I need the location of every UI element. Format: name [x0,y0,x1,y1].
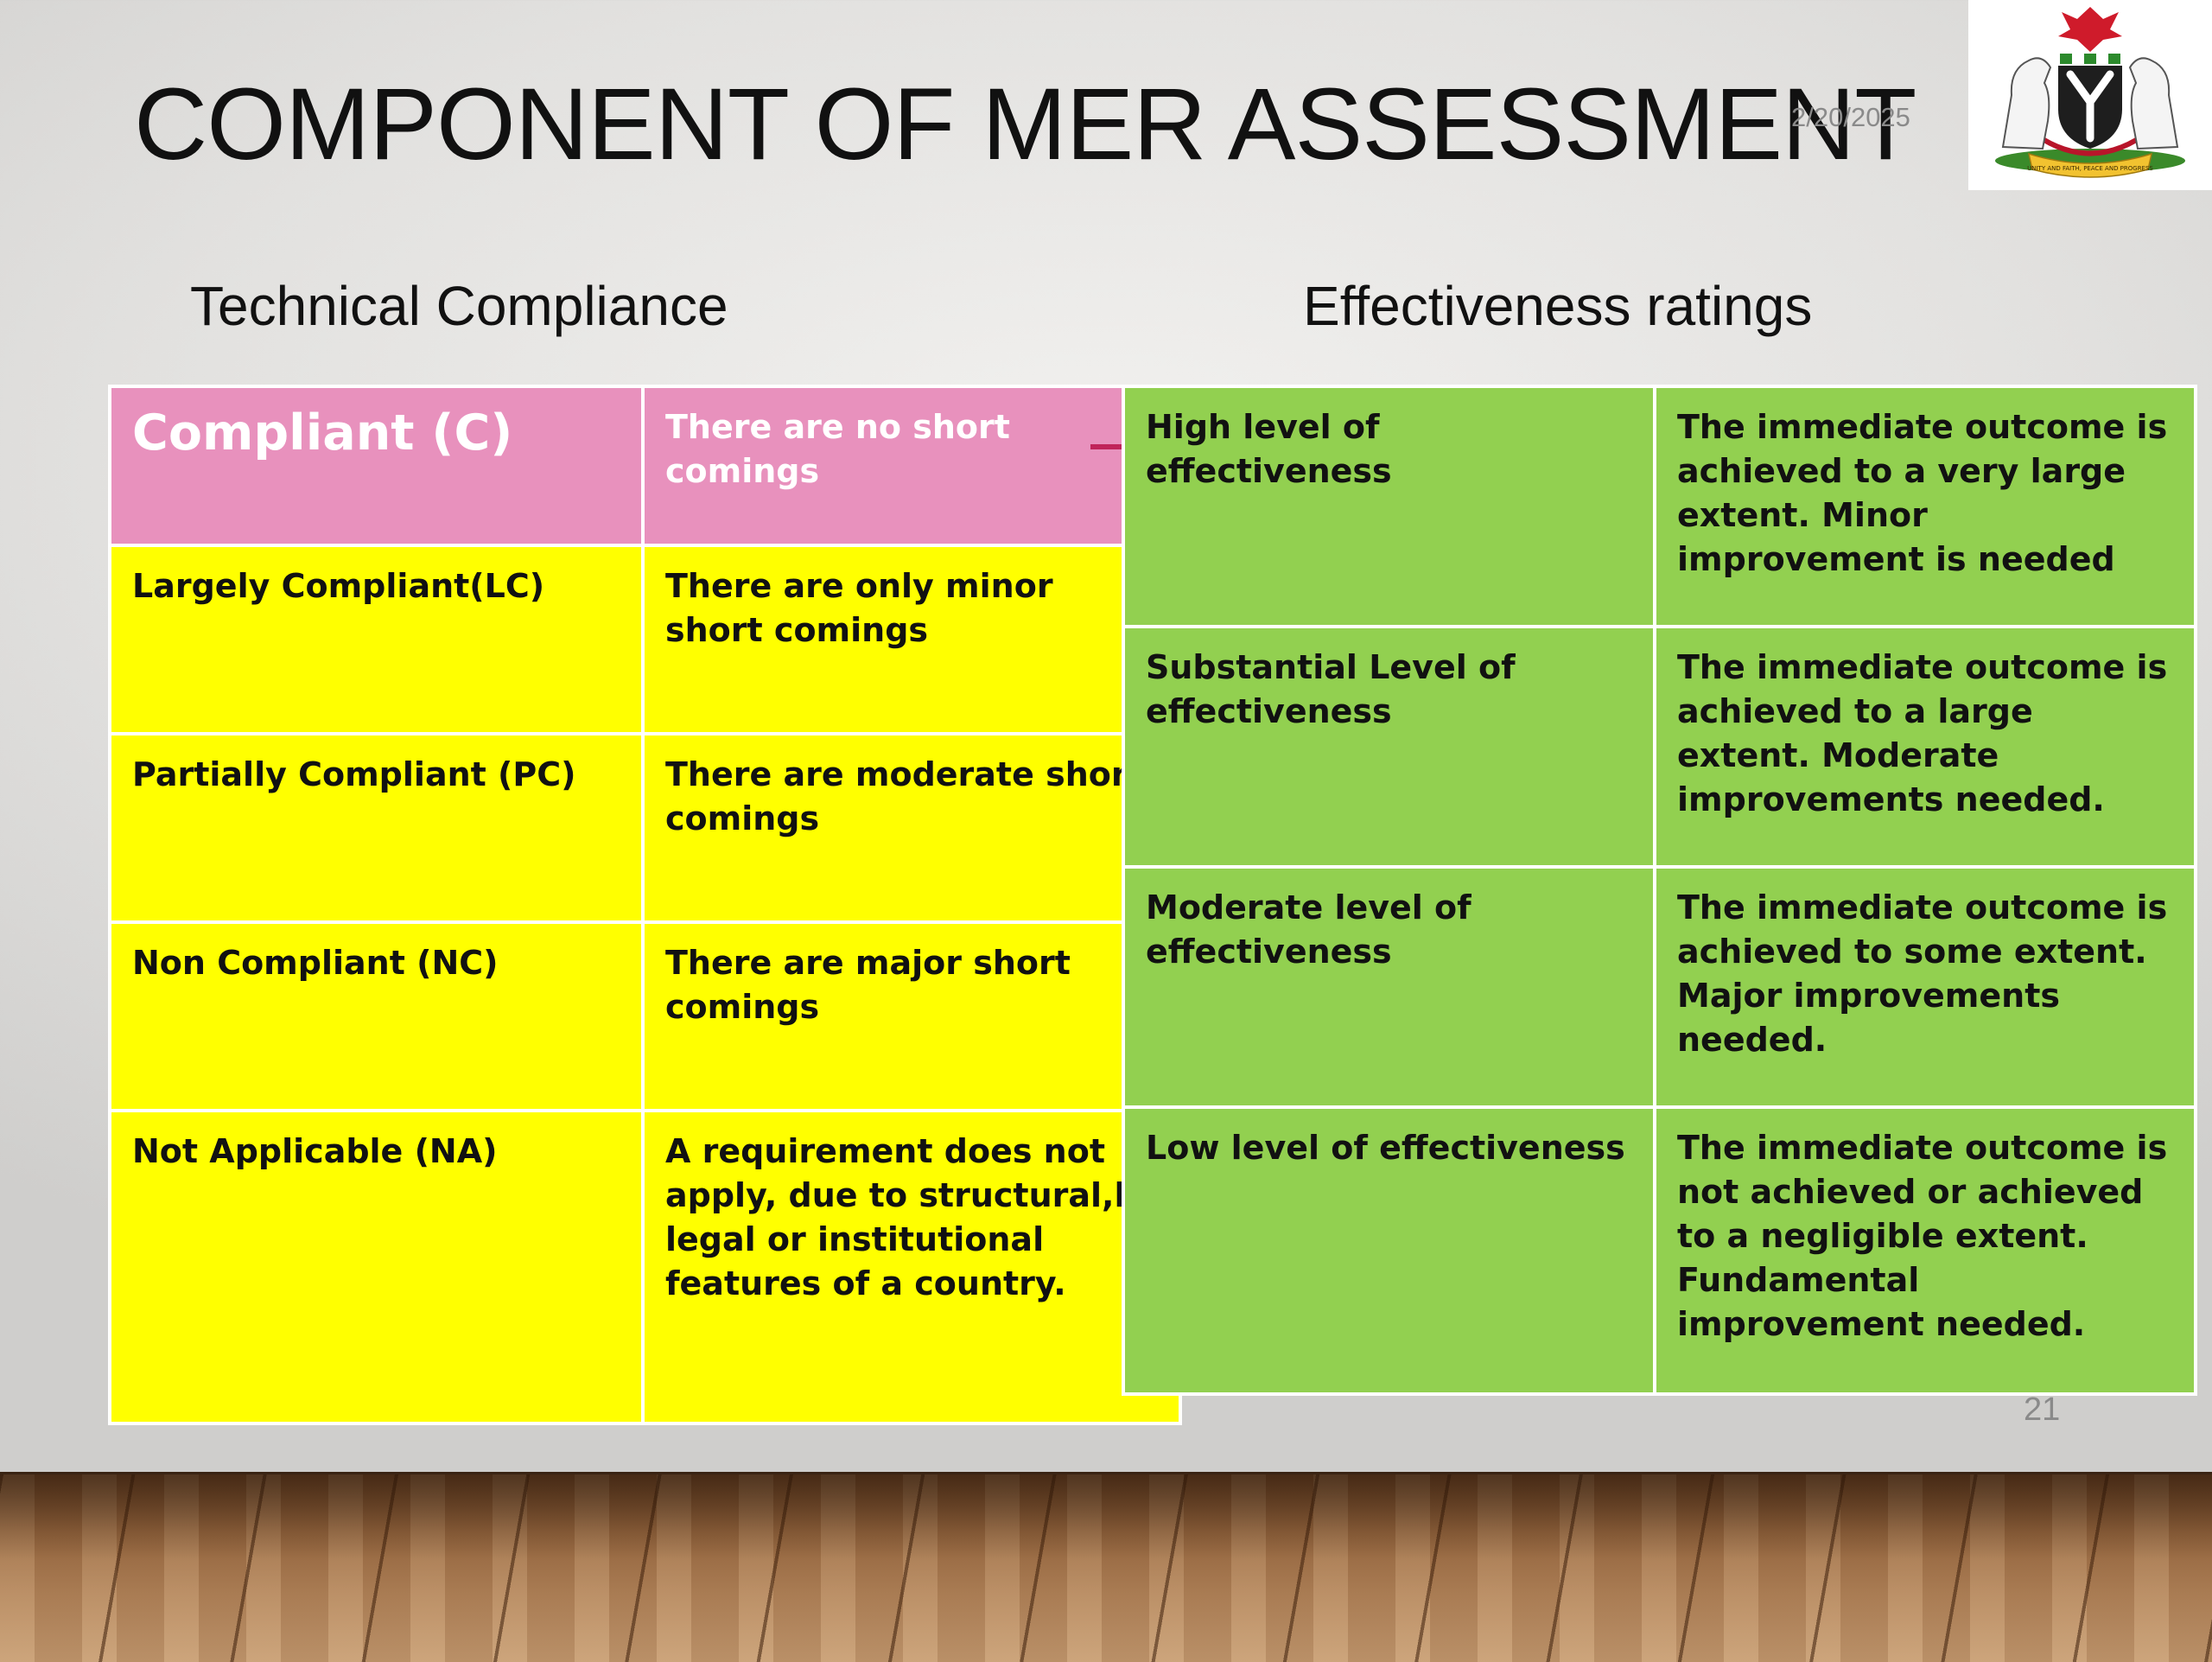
page-number: 21 [2024,1391,2061,1428]
rating-cell: Partially Compliant (PC) [108,732,645,924]
description-cell: The immediate outcome is achieved to a v… [1653,385,2197,628]
table-row: Low level of effectiveness The immediate… [1122,1105,2197,1396]
description-cell: A requirement does not apply, due to str… [641,1109,1182,1425]
rating-cell: Compliant (C) [108,385,645,547]
coat-of-arms-icon: UNITY AND FAITH, PEACE AND PROGRESS [1995,7,2185,178]
description-cell: There are major short comings [641,920,1182,1112]
table-row: Moderate level of effectiveness The imme… [1122,865,2197,1109]
description-cell: The immediate outcome is not achieved or… [1653,1105,2197,1396]
rating-cell: Non Compliant (NC) [108,920,645,1112]
description-cell: There are moderate short comings [641,732,1182,924]
description-cell: There are only minor short comings [641,544,1182,735]
technical-compliance-heading: Technical Compliance [190,275,728,337]
table-row: Compliant (C) There are no short comings [108,385,1182,547]
description-cell: The immediate outcome is achieved to som… [1653,865,2197,1109]
table-connector [1090,444,1122,449]
effectiveness-ratings-table: High level of effectiveness The immediat… [1122,385,2197,1396]
table-row: Partially Compliant (PC) There are moder… [108,732,1182,924]
rating-cell: Not Applicable (NA) [108,1109,645,1425]
table-row: High level of effectiveness The immediat… [1122,385,2197,628]
description-cell: The immediate outcome is achieved to a l… [1653,625,2197,869]
coat-of-arms-logo: UNITY AND FAITH, PEACE AND PROGRESS [1968,0,2212,190]
table-row: Not Applicable (NA) A requirement does n… [108,1109,1182,1425]
table-row: Non Compliant (NC) There are major short… [108,920,1182,1112]
table-row: Substantial Level of effectiveness The i… [1122,625,2197,869]
description-cell: There are no short comings [641,385,1182,547]
slide-title: COMPONENT OF MER ASSESSMENT [134,67,1916,181]
rating-cell: Moderate level of effectiveness [1122,865,1656,1109]
rating-cell: Largely Compliant(LC) [108,544,645,735]
effectiveness-ratings-heading: Effectiveness ratings [1303,275,1813,337]
rating-cell: High level of effectiveness [1122,385,1656,628]
coat-of-arms-motto: UNITY AND FAITH, PEACE AND PROGRESS [2027,165,2153,172]
table-row: Largely Compliant(LC) There are only min… [108,544,1182,735]
slide-date: 2/20/2025 [1791,102,1910,132]
wooden-floor [0,1472,2212,1662]
rating-cell: Substantial Level of effectiveness [1122,625,1656,869]
rating-cell: Low level of effectiveness [1122,1105,1656,1396]
technical-compliance-table: Compliant (C) There are no short comings… [108,385,1182,1425]
